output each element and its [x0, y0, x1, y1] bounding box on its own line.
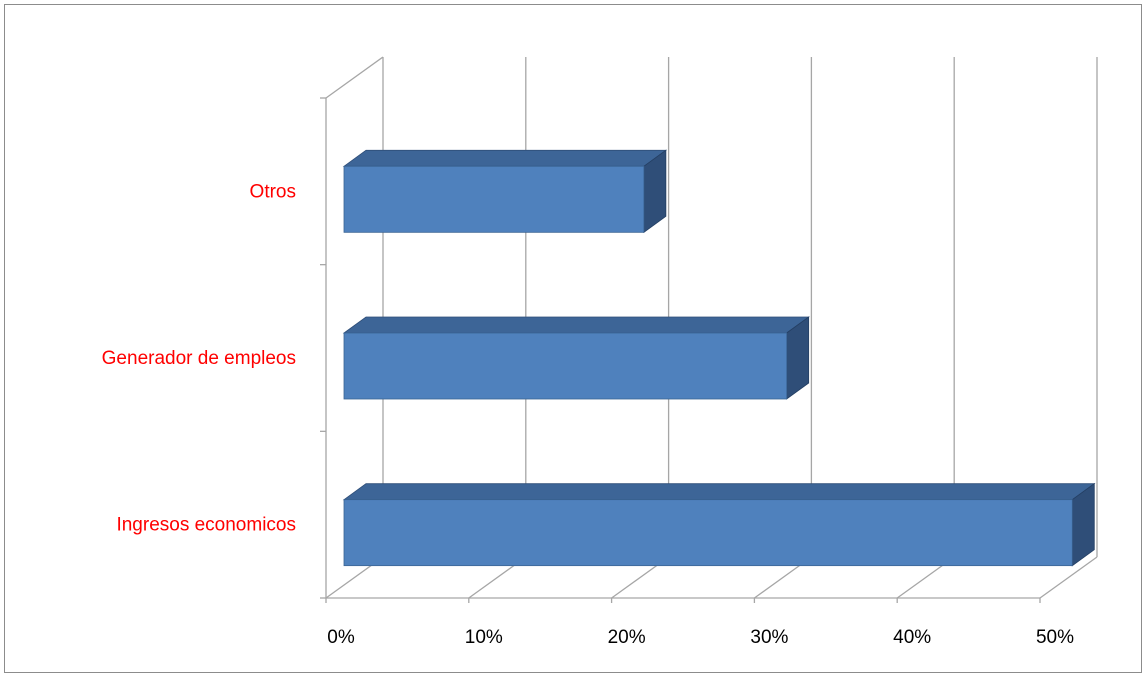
- category-label: Otros: [250, 181, 296, 202]
- bars: [342, 149, 1096, 567]
- bar-front-face: [343, 165, 645, 233]
- bar-ingresos-economicos: [342, 482, 1096, 567]
- bar-top-face: [342, 483, 1096, 501]
- bar-front-face: [343, 332, 788, 400]
- bar-front-face: [343, 499, 1073, 567]
- x-tick-label: 40%: [893, 627, 931, 648]
- bar-generador-de-empleos: [342, 316, 810, 400]
- bar-top-face: [342, 316, 810, 334]
- category-label: Ingresos economicos: [116, 515, 296, 536]
- x-tick-label: 20%: [608, 627, 646, 648]
- axes: [320, 56, 1041, 603]
- category-label: Generador de empleos: [102, 348, 296, 369]
- x-tick-label: 30%: [750, 627, 788, 648]
- left-wall-top-edge: [325, 56, 384, 99]
- x-tick-labels: 0% 10% 20% 30% 40% 50%: [327, 627, 1074, 648]
- bar-otros: [342, 149, 668, 234]
- category-labels: Ingresos economicos Generador de empleos O…: [102, 181, 296, 535]
- bar-top-face: [342, 149, 668, 167]
- x-tick-label: 0%: [327, 627, 355, 648]
- x-tick-label: 50%: [1036, 627, 1074, 648]
- x-tick-label: 10%: [465, 627, 503, 648]
- floor-gridline: [1039, 556, 1098, 599]
